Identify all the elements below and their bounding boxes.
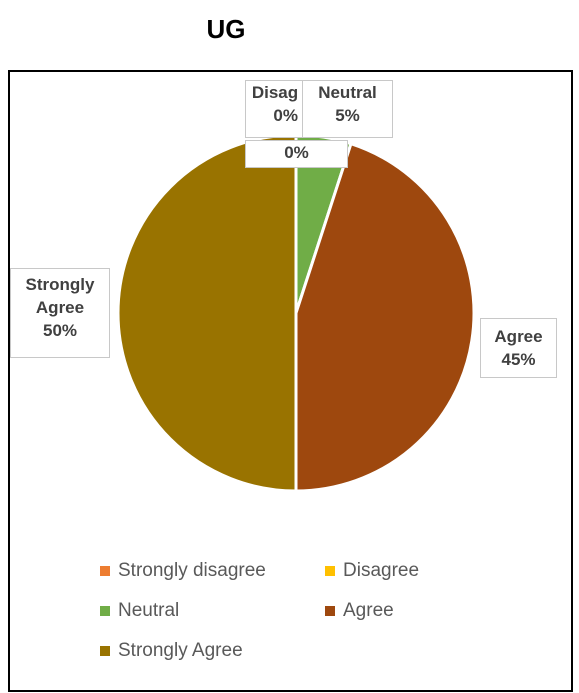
data-label-strongly-disagree: 0% [245,140,348,168]
legend-item-disagree: Disagree [325,560,419,582]
data-label-neutral: Neutral 5% [302,80,393,138]
data-label-strongly-agree: Strongly Agree 50% [10,268,110,358]
chart-title: UG [206,14,246,44]
legend-item-strongly-agree: Strongly Agree [100,640,243,662]
legend-swatch [100,606,110,616]
legend-swatch [325,606,335,616]
legend-swatch [100,646,110,656]
data-label-agree: Agree 45% [480,318,557,378]
legend-swatch [325,566,335,576]
legend-item-strongly-disagree: Strongly disagree [100,560,266,582]
legend-item-neutral: Neutral [100,600,179,622]
legend-swatch [100,566,110,576]
data-label-disagree: Disag 0% [245,80,305,138]
chart-frame [8,70,573,692]
pie-slice-agree [294,142,476,493]
legend-item-agree: Agree [325,600,394,622]
pie-slice-strongly-agree [116,133,298,493]
